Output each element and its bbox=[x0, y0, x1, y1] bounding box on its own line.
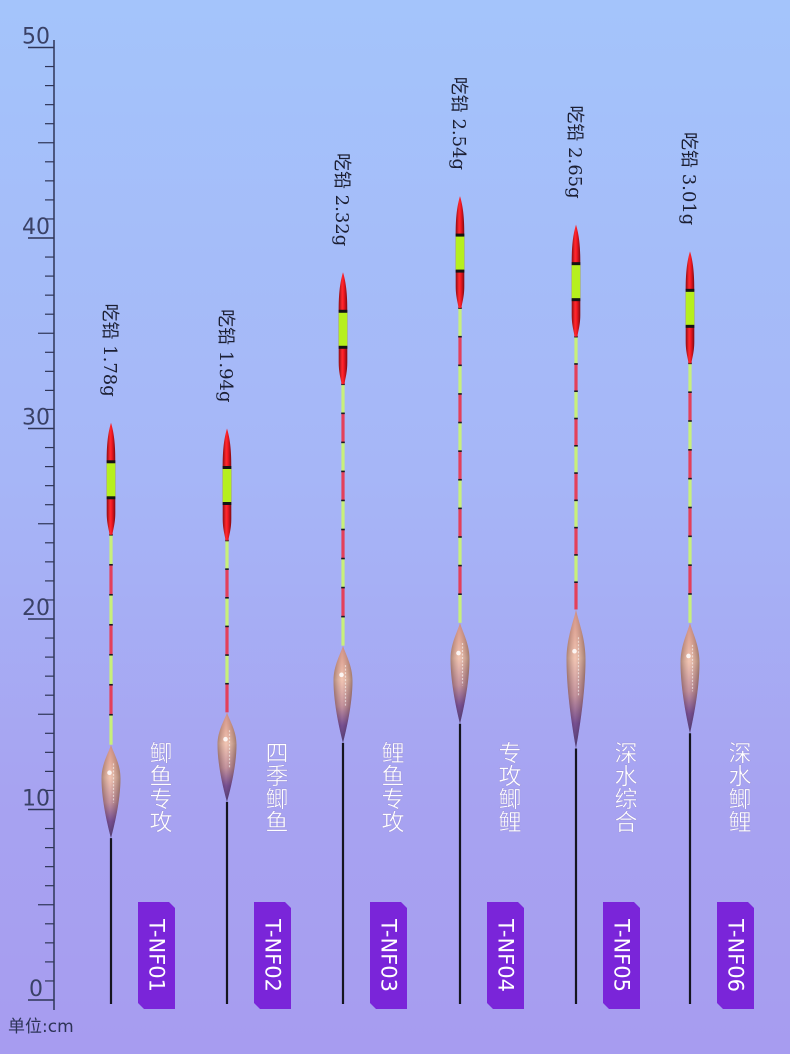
float-body bbox=[450, 622, 470, 724]
float-item: 吃铅 1.94g 四季鲫鱼 T-NF02 bbox=[215, 309, 291, 1009]
model-badge: T-NF06 bbox=[717, 902, 754, 1009]
ruler-label: 10 bbox=[22, 787, 50, 812]
model-label: T-NF06 bbox=[724, 918, 748, 992]
float-tip bbox=[222, 428, 232, 541]
float-list: 吃铅 1.78g 鲫鱼专攻 T-NF01 吃铅 1.94g 四季鲫鱼 T-NF02 吃铅 2… bbox=[99, 77, 754, 1009]
float-antenna bbox=[688, 362, 692, 623]
lead-weight-label: 吃铅 1.78g bbox=[99, 303, 120, 396]
model-label: T-NF04 bbox=[494, 918, 518, 992]
brand-logo-mark bbox=[456, 650, 461, 656]
float-tip bbox=[338, 272, 348, 385]
float-name: 专攻鲫鲤 bbox=[494, 741, 522, 833]
model-label: T-NF05 bbox=[610, 918, 634, 992]
model-label: T-NF03 bbox=[377, 918, 401, 992]
lead-weight-label: 吃铅 2.54g bbox=[448, 77, 469, 170]
ruler-label: 40 bbox=[22, 215, 50, 240]
brand-logo-mark bbox=[107, 770, 112, 776]
ruler-label: 20 bbox=[22, 596, 50, 621]
float-body bbox=[217, 712, 237, 802]
ruler-label: 0 bbox=[29, 977, 43, 1002]
brand-logo-mark bbox=[223, 736, 228, 742]
model-badge: T-NF02 bbox=[254, 902, 291, 1009]
float-antenna bbox=[225, 539, 229, 713]
float-antenna bbox=[574, 335, 578, 610]
float-name: 深水综合 bbox=[610, 741, 638, 833]
model-badge: T-NF01 bbox=[138, 902, 175, 1009]
float-item: 吃铅 3.01g 深水鲫鲤 T-NF06 bbox=[678, 132, 754, 1009]
float-name: 深水鲫鲤 bbox=[724, 741, 752, 833]
float-body bbox=[680, 622, 700, 734]
model-badge: T-NF04 bbox=[487, 902, 524, 1009]
float-body bbox=[333, 645, 353, 743]
float-item: 吃铅 2.54g 专攻鲫鲤 T-NF04 bbox=[448, 77, 524, 1009]
float-body bbox=[566, 609, 586, 749]
ruler: 0 10 20 30 40 50 bbox=[22, 25, 55, 1010]
lead-weight-label: 吃铅 3.01g bbox=[678, 132, 699, 225]
float-item: 吃铅 1.78g 鲫鱼专攻 T-NF01 bbox=[99, 303, 175, 1009]
float-name: 四季鲫鱼 bbox=[261, 741, 289, 833]
float-antenna bbox=[458, 307, 462, 623]
lead-weight-label: 吃铅 2.32g bbox=[331, 153, 352, 246]
float-antenna bbox=[341, 383, 345, 646]
float-antenna bbox=[109, 533, 113, 745]
float-tip bbox=[571, 224, 581, 337]
ruler-label: 30 bbox=[22, 406, 50, 431]
lead-weight-label: 吃铅 2.65g bbox=[564, 105, 585, 198]
model-badge: T-NF05 bbox=[603, 902, 640, 1009]
model-badge: T-NF03 bbox=[370, 902, 407, 1009]
float-body bbox=[101, 744, 121, 839]
float-tip bbox=[685, 251, 695, 364]
float-tip bbox=[106, 422, 116, 535]
lead-weight-label: 吃铅 1.94g bbox=[215, 309, 236, 402]
brand-logo-mark bbox=[686, 653, 691, 659]
ruler-labels: 0 10 20 30 40 50 bbox=[22, 25, 50, 1003]
ruler-label: 50 bbox=[22, 25, 50, 50]
brand-logo-mark bbox=[339, 672, 344, 678]
model-label: T-NF01 bbox=[145, 918, 169, 992]
brand-logo-mark bbox=[572, 648, 577, 654]
unit-label: 单位:cm bbox=[8, 1017, 74, 1037]
float-item: 吃铅 2.32g 鲤鱼专攻 T-NF03 bbox=[331, 153, 407, 1009]
float-item: 吃铅 2.65g 深水综合 T-NF05 bbox=[564, 105, 640, 1009]
float-name: 鲤鱼专攻 bbox=[377, 741, 405, 833]
ruler-ticks bbox=[28, 46, 54, 1001]
float-name: 鲫鱼专攻 bbox=[145, 741, 173, 833]
model-label: T-NF02 bbox=[261, 918, 285, 992]
float-tip bbox=[455, 196, 465, 309]
